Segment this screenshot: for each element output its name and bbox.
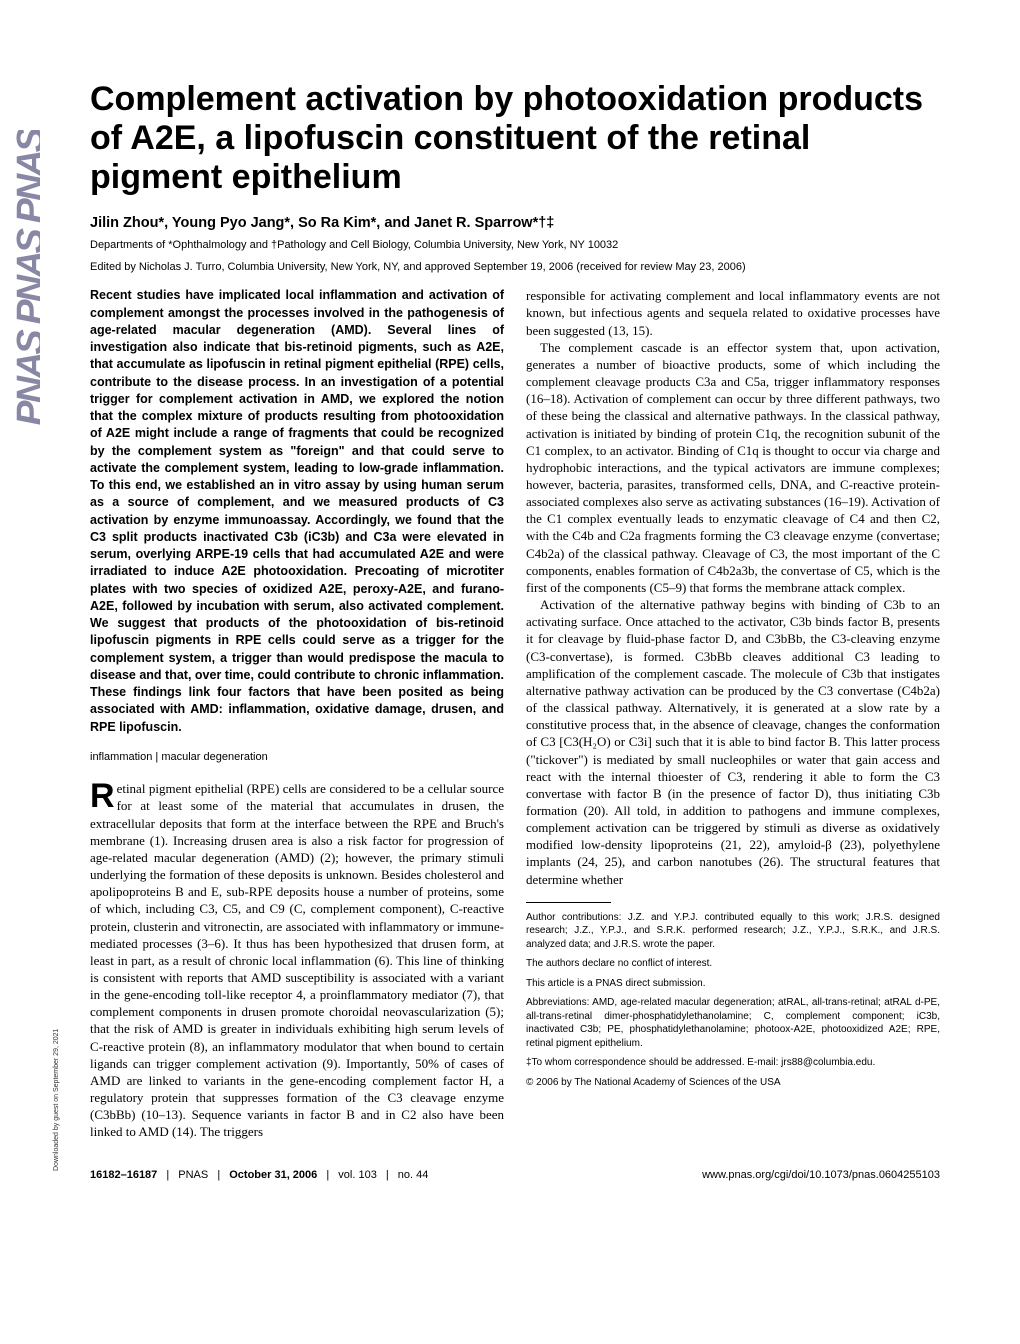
article-title: Complement activation by photooxidation … [90, 80, 940, 197]
footnote-copyright: © 2006 by The National Academy of Scienc… [526, 1076, 940, 1090]
edited-by-line: Edited by Nicholas J. Turro, Columbia Un… [90, 261, 940, 273]
two-column-body: Recent studies have implicated local inf… [90, 287, 940, 1140]
page-footer: 16182–16187 | PNAS | October 31, 2006 | … [90, 1169, 940, 1181]
footnote-rule [526, 902, 611, 903]
left-column: Recent studies have implicated local inf… [90, 287, 504, 1140]
col2-paragraph-3: Activation of the alternative pathway be… [526, 596, 940, 888]
intro-paragraph: Retinal pigment epithelial (RPE) cells a… [90, 780, 504, 1140]
footer-journal: PNAS [178, 1169, 208, 1181]
affiliations: Departments of *Ophthalmology and †Patho… [90, 239, 940, 251]
footer-no: no. 44 [398, 1169, 429, 1181]
author-list: Jilin Zhou*, Young Pyo Jang*, So Ra Kim*… [90, 215, 940, 231]
keywords-line: inflammation | macular degeneration [90, 750, 504, 765]
abstract-text: Recent studies have implicated local inf… [90, 287, 504, 736]
footer-date: October 31, 2006 [229, 1169, 317, 1181]
pnas-sidebar-logo: PNAS PNAS PNAS [10, 130, 40, 1210]
pnas-sidebar-text: PNAS PNAS PNAS [10, 130, 40, 426]
right-column: responsible for activating complement an… [526, 287, 940, 1140]
footnote-contributions: Author contributions: J.Z. and Y.P.J. co… [526, 911, 940, 952]
footnote-correspondence: ‡To whom correspondence should be addres… [526, 1056, 940, 1070]
footnote-conflict: The authors declare no conflict of inter… [526, 957, 940, 971]
col2-paragraph-2: The complement cascade is an effector sy… [526, 339, 940, 596]
footnote-submission: This article is a PNAS direct submission… [526, 977, 940, 991]
footer-pages: 16182–16187 [90, 1169, 157, 1181]
footer-right: www.pnas.org/cgi/doi/10.1073/pnas.060425… [702, 1169, 940, 1181]
footer-vol: vol. 103 [338, 1169, 377, 1181]
col2-paragraph-1: responsible for activating complement an… [526, 287, 940, 338]
footnote-abbreviations: Abbreviations: AMD, age-related macular … [526, 996, 940, 1050]
footer-left: 16182–16187 | PNAS | October 31, 2006 | … [90, 1169, 428, 1181]
download-note: Downloaded by guest on September 29, 202… [53, 1028, 60, 1170]
